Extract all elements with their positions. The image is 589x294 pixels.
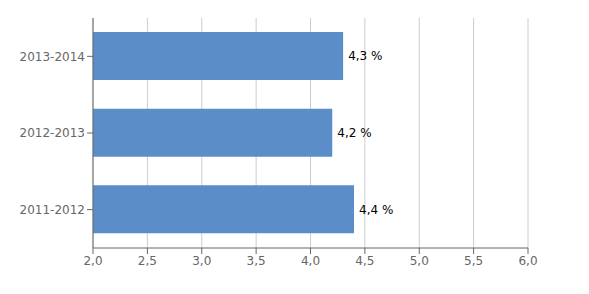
svg-text:2,5: 2,5 (138, 254, 157, 268)
svg-text:5,0: 5,0 (410, 254, 429, 268)
svg-text:2,0: 2,0 (83, 254, 102, 268)
svg-text:3,0: 3,0 (192, 254, 211, 268)
svg-text:4,2 %: 4,2 % (337, 126, 371, 140)
svg-text:4,3 %: 4,3 % (348, 49, 382, 63)
svg-text:2011-2012: 2011-2012 (20, 203, 85, 217)
svg-text:2013-2014: 2013-2014 (20, 50, 85, 64)
svg-text:6,0: 6,0 (518, 254, 537, 268)
svg-text:5,5: 5,5 (464, 254, 483, 268)
svg-text:4,4 %: 4,4 % (359, 203, 393, 217)
svg-text:4,5: 4,5 (355, 254, 374, 268)
svg-text:3,5: 3,5 (247, 254, 266, 268)
svg-text:4,0: 4,0 (301, 254, 320, 268)
svg-text:2012-2013: 2012-2013 (20, 126, 85, 140)
